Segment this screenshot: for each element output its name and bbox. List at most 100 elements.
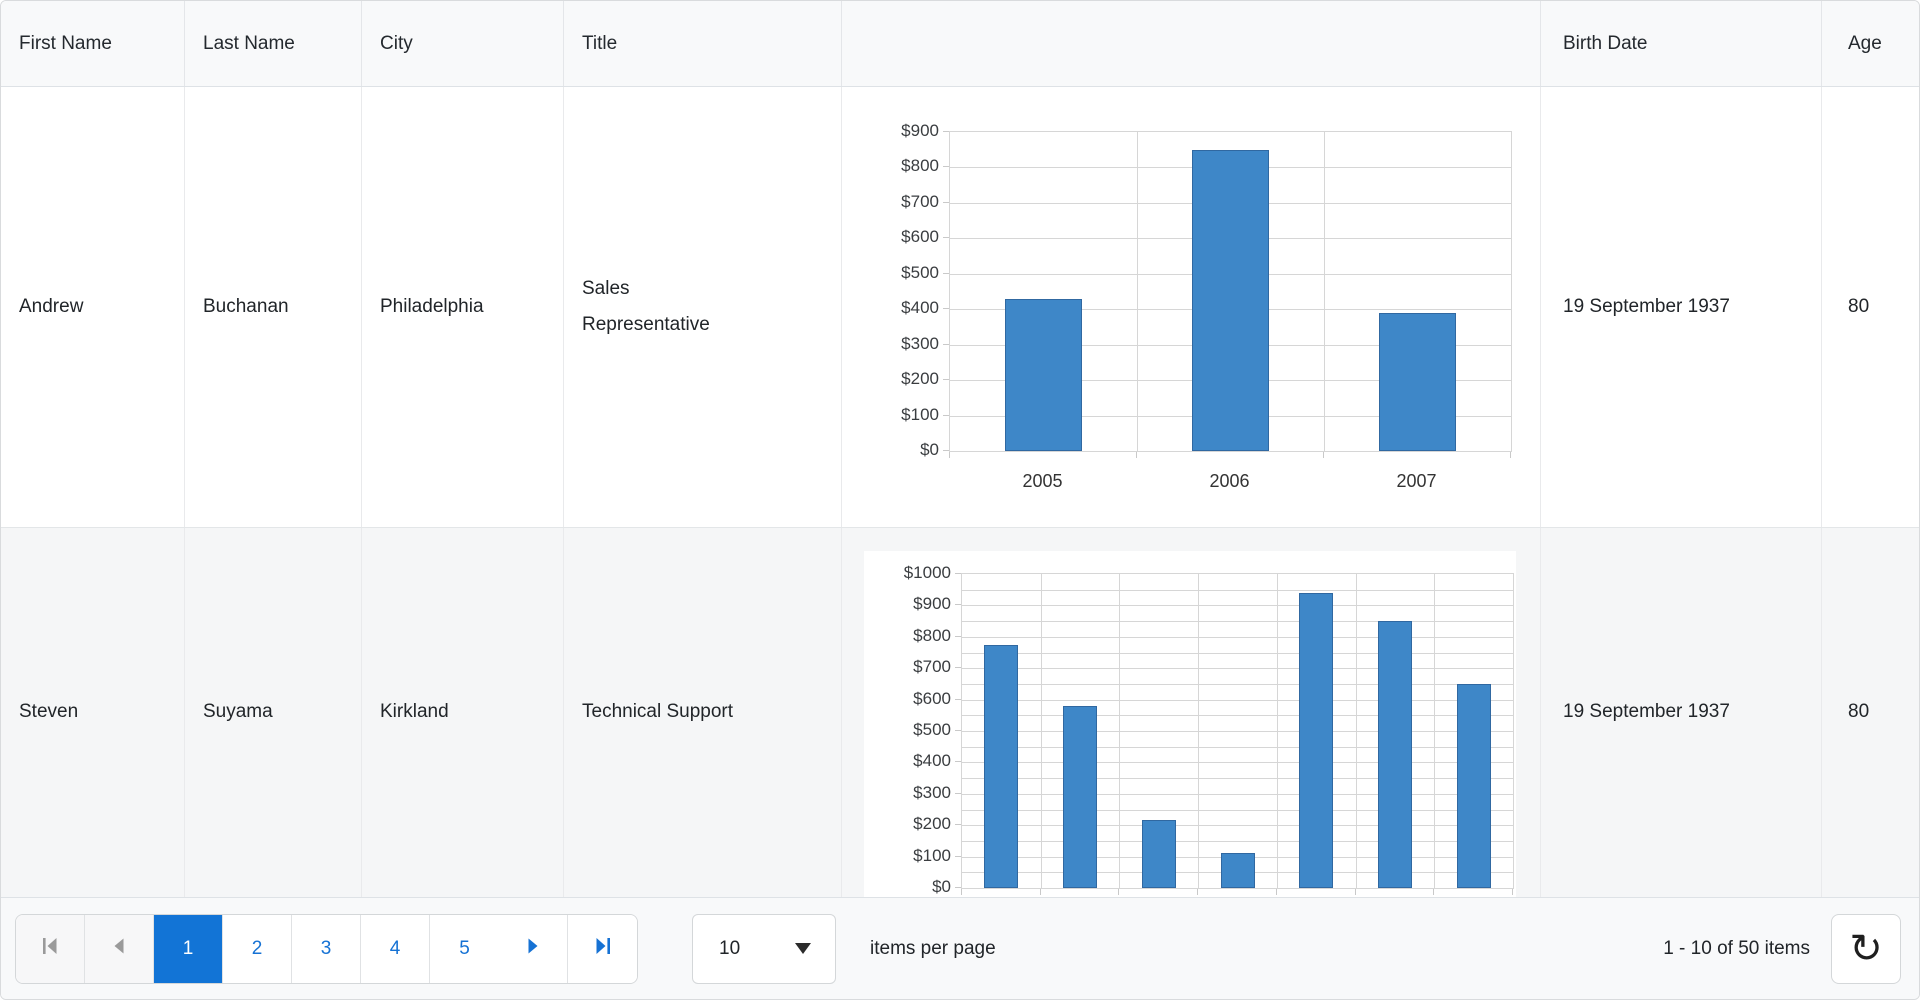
previous-page-button[interactable] [85, 914, 154, 983]
axis-tick [955, 698, 961, 700]
gridline [962, 652, 1513, 654]
axis-tick [1039, 889, 1041, 895]
axis-tick [943, 343, 949, 345]
skip-to-last-icon [592, 935, 614, 963]
axis-tick [955, 855, 961, 857]
right-triangle-icon [523, 936, 543, 962]
page-2-button[interactable]: 2 [223, 914, 292, 983]
column-header-city[interactable]: City [362, 1, 564, 86]
sales-bar-chart-andrew: $0 $100 $200 $300 $400 $500 $600 $700 $800 $900 20… [850, 100, 1525, 516]
axis-tick [943, 166, 949, 168]
y-axis-label: $600 [913, 688, 951, 708]
axis-tick [955, 573, 961, 574]
axis-tick [1510, 452, 1511, 458]
y-axis-label: $0 [932, 877, 951, 896]
y-axis-label: $0 [920, 440, 939, 459]
last-page-button[interactable] [568, 914, 637, 983]
column-header-chart [842, 1, 1541, 86]
axis-tick [943, 414, 949, 416]
y-axis-label: $400 [901, 298, 939, 318]
axis-tick [955, 887, 961, 888]
cell-text: 80 [1848, 701, 1870, 723]
cell-text: 19 September 1937 [1563, 701, 1730, 723]
cell-text: Sales Representative [582, 277, 710, 335]
axis-tick [955, 667, 961, 669]
axis-tick [943, 379, 949, 381]
sales-bar-chart-steven: $0 $100 $200 $300 $400 $500 $600 $700 $800 $900 $1… [864, 551, 1516, 897]
gridline [962, 605, 1513, 607]
gridline [1276, 574, 1278, 888]
gridline [1355, 574, 1357, 888]
axis-tick [955, 730, 961, 731]
axis-tick [955, 792, 961, 794]
column-header-last-name[interactable]: Last Name [185, 1, 362, 86]
axis-tick [955, 635, 961, 637]
cell-text: Buchanan [203, 295, 289, 317]
column-header-title[interactable]: Title [564, 1, 842, 86]
y-axis-label: $900 [901, 121, 939, 140]
y-axis-label: $600 [901, 227, 939, 247]
gridline [962, 683, 1513, 685]
items-per-page-label: items per page [870, 937, 996, 959]
gridline [962, 589, 1513, 591]
chart-plot-area [949, 131, 1512, 452]
axis-tick [943, 237, 949, 239]
gridline [962, 778, 1513, 780]
cell-text: 80 [1848, 295, 1870, 317]
gridline [962, 636, 1513, 638]
gridline [962, 746, 1513, 748]
bar [1379, 312, 1456, 451]
axis-tick [1197, 889, 1199, 895]
bar [1005, 298, 1082, 451]
next-page-button[interactable] [499, 914, 568, 983]
cell-text: Steven [19, 701, 79, 723]
axis-tick [955, 824, 961, 826]
cell-text: 19 September 1937 [1563, 295, 1730, 317]
gridline [962, 840, 1513, 842]
y-axis-label: $200 [913, 814, 951, 834]
gridline [962, 621, 1513, 623]
bar [1220, 853, 1255, 888]
column-header-age[interactable]: Age [1822, 1, 1919, 86]
cell-text: Technical Support [582, 701, 734, 723]
axis-tick [1354, 889, 1356, 895]
first-page-button[interactable] [16, 914, 85, 983]
column-header-label: Last Name [203, 32, 295, 54]
page-4-button[interactable]: 4 [361, 914, 430, 983]
y-axis-label: $300 [913, 782, 951, 802]
refresh-button[interactable]: ↻ [1831, 913, 1901, 984]
bar [1063, 705, 1098, 888]
y-axis-label: $1000 [903, 563, 951, 582]
page-size-dropdown[interactable]: 10 [692, 913, 836, 984]
grid-header-row: First Name Last Name City Title Birth Da… [1, 1, 1919, 87]
cell-text: Philadelphia [380, 295, 484, 317]
axis-tick [943, 308, 949, 310]
page-5-button[interactable]: 5 [430, 914, 499, 983]
table-row: Steven Suyama Kirkland Technical Support… [1, 528, 1919, 897]
gridline [962, 699, 1513, 701]
gridline [1198, 574, 1200, 888]
gridline [1119, 574, 1121, 888]
axis-tick [949, 452, 950, 458]
skip-to-first-icon [39, 935, 61, 963]
column-header-birth-date[interactable]: Birth Date [1541, 1, 1822, 86]
column-header-first-name[interactable]: First Name [1, 1, 185, 86]
page-1-button[interactable]: 1 [154, 914, 223, 983]
cell-text: Suyama [203, 701, 273, 723]
cell-last-name: Suyama [185, 528, 362, 897]
cell-birth-date: 19 September 1937 [1541, 528, 1822, 897]
gridline [962, 668, 1513, 670]
cell-last-name: Buchanan [185, 87, 362, 527]
cell-age: 80 [1822, 528, 1919, 897]
y-axis-label: $300 [901, 333, 939, 353]
bar [1299, 592, 1334, 888]
page-3-button[interactable]: 3 [292, 914, 361, 983]
gridline [962, 825, 1513, 827]
cell-birth-date: 19 September 1937 [1541, 87, 1822, 527]
axis-tick [943, 131, 949, 132]
bar [1456, 683, 1491, 888]
